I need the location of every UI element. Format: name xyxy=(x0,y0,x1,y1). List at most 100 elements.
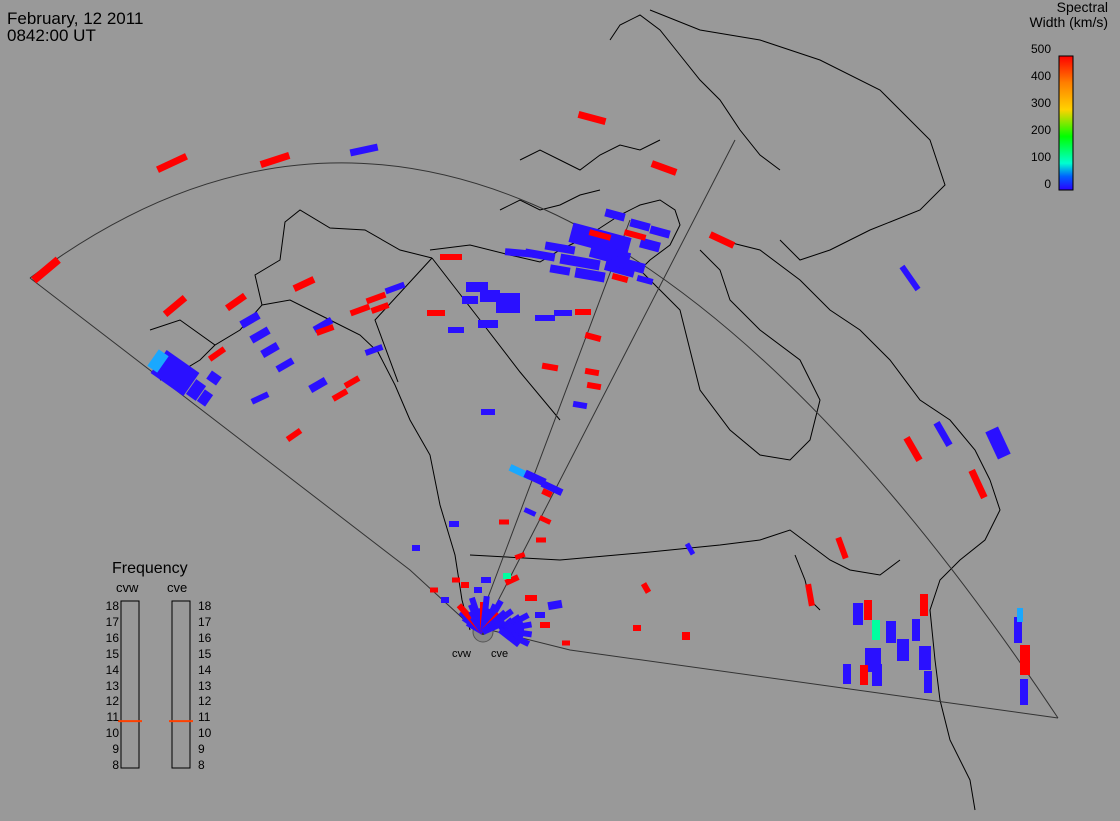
echo-cell xyxy=(514,551,526,561)
echo-cell xyxy=(903,435,923,463)
echo-cell xyxy=(864,600,872,620)
echo-cell xyxy=(540,622,550,628)
echo-cell xyxy=(920,594,928,616)
echo-cell xyxy=(843,664,851,684)
colorbar-title-line2: Width (km/s) xyxy=(1029,14,1108,30)
echo-cell xyxy=(1020,645,1030,675)
cvw-frequency-bar xyxy=(120,600,140,769)
echo-cell xyxy=(430,587,438,593)
echo-cell xyxy=(1017,608,1023,622)
time-label: 0842:00 UT xyxy=(7,26,96,45)
echo-cell xyxy=(249,326,271,344)
echo-cell xyxy=(684,542,696,556)
echo-cell xyxy=(1014,617,1022,643)
echo-cell xyxy=(260,342,280,358)
echo-cell xyxy=(611,273,629,283)
frequency-scale-label-cve: 10 xyxy=(198,726,212,741)
echo-cell xyxy=(603,258,637,278)
echo-cell xyxy=(541,488,553,498)
frequency-scale-label-cvw: 12 xyxy=(105,694,119,709)
echo-cell xyxy=(466,282,488,292)
frequency-scale-label-cvw: 13 xyxy=(105,678,119,693)
echo-cell xyxy=(649,225,671,239)
site-label-cvw: cvw xyxy=(452,648,471,660)
echo-cell xyxy=(604,208,626,222)
echo-cell xyxy=(384,281,406,295)
echo-cell xyxy=(919,646,931,670)
frequency-scale-label-cvw: 15 xyxy=(105,646,119,661)
frequency-scale-label-cve: 11 xyxy=(198,710,211,725)
echo-cell xyxy=(897,639,909,661)
echo-cell xyxy=(496,293,520,313)
echo-cell xyxy=(584,367,600,377)
echo-cell xyxy=(549,264,571,276)
frequency-scale-label-cve: 13 xyxy=(198,678,212,693)
echo-cell xyxy=(682,632,690,640)
colorbar-tick: 400 xyxy=(1030,69,1051,83)
echo-cell xyxy=(370,302,390,314)
echo-cell xyxy=(872,664,882,686)
echo-cell xyxy=(633,625,641,631)
cve-frequency-bar xyxy=(171,600,191,769)
echo-cell xyxy=(639,237,661,253)
echo-cell xyxy=(312,316,334,334)
echo-cell xyxy=(427,310,445,316)
echo-cell xyxy=(308,377,328,393)
echo-cell xyxy=(523,507,537,517)
echo-cell xyxy=(872,620,880,640)
frequency-scale-label-cvw: 14 xyxy=(105,662,119,677)
frequency-scale-label-cvw: 10 xyxy=(105,726,119,741)
echo-cell xyxy=(206,370,222,386)
frequency-scale-label-cve: 9 xyxy=(198,742,205,757)
frequency-scale-label-cve: 16 xyxy=(198,630,212,645)
frequency-scale-label-cvw: 17 xyxy=(105,614,119,629)
echo-cell xyxy=(1020,679,1028,705)
echo-cell xyxy=(250,391,270,405)
echo-cell xyxy=(588,229,612,241)
echo-cell xyxy=(315,324,335,336)
frequency-scale-label-cve: 8 xyxy=(198,758,205,773)
frequency-scale-label-cvw: 18 xyxy=(105,599,119,613)
echo-cell xyxy=(275,357,295,373)
echo-cell xyxy=(853,603,863,625)
echo-cell xyxy=(985,426,1011,460)
echo-layer xyxy=(31,110,1030,705)
echo-cell xyxy=(462,296,478,304)
echo-cell xyxy=(584,332,602,342)
echo-cell xyxy=(349,143,379,157)
echo-cell xyxy=(292,276,316,292)
echo-cell xyxy=(162,294,188,318)
echo-cell xyxy=(449,521,459,527)
echo-cell xyxy=(461,582,469,588)
echo-cell xyxy=(343,375,361,389)
echo-cell xyxy=(574,267,606,283)
echo-cell xyxy=(504,248,536,258)
echo-cell xyxy=(538,515,552,525)
echo-cell xyxy=(577,110,607,126)
echo-cell xyxy=(31,256,61,284)
echo-cell xyxy=(924,671,932,693)
frequency-scale-label-cve: 15 xyxy=(198,646,212,661)
frequency-scale-label-cve: 14 xyxy=(198,662,212,677)
echo-cell xyxy=(805,583,815,607)
echo-cell xyxy=(636,275,654,285)
echo-cell xyxy=(547,599,563,611)
echo-cell xyxy=(835,536,849,560)
echo-cell xyxy=(365,291,387,305)
echo-cell xyxy=(207,346,227,362)
coastline-layer xyxy=(149,9,1001,811)
echo-cell xyxy=(614,256,646,274)
echo-cell xyxy=(623,229,647,241)
echo-cell xyxy=(259,152,291,168)
echo-cell xyxy=(860,665,868,685)
frequency-scale-label-cvw: 16 xyxy=(105,630,119,645)
colorbar xyxy=(1058,55,1074,191)
frequency-title: Frequency xyxy=(112,560,188,577)
echo-cell xyxy=(481,409,495,415)
echo-cell xyxy=(708,231,736,249)
echo-cell xyxy=(541,362,559,372)
near-range-echo xyxy=(498,627,521,648)
echo-cell xyxy=(933,420,953,448)
echo-cell xyxy=(968,468,988,500)
